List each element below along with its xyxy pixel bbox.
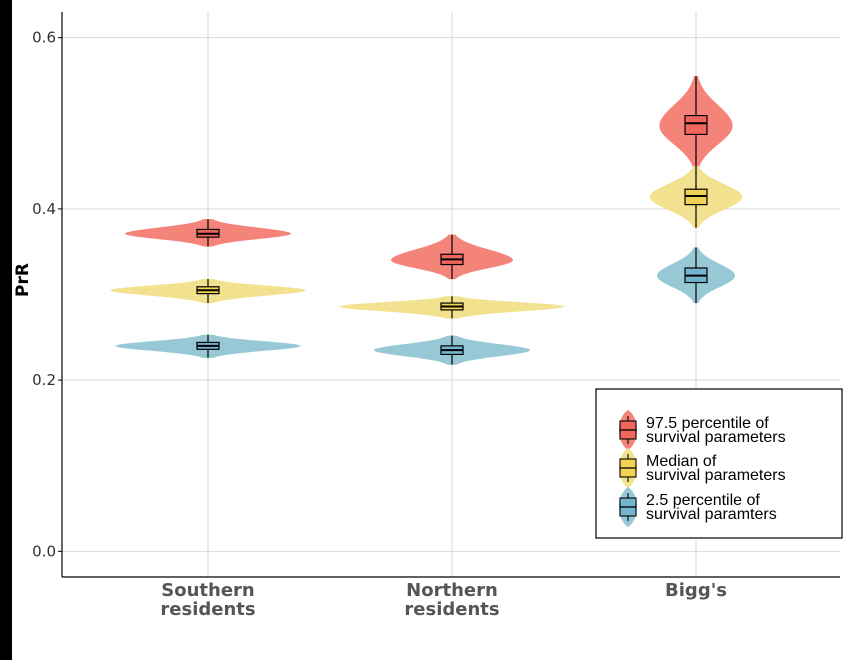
y-tick-label: 0.4 <box>32 200 56 218</box>
x-category-label-line2: residents <box>404 599 499 620</box>
box-iqr <box>684 114 708 136</box>
y-tick-label: 0.2 <box>32 371 56 389</box>
legend-label-line1: Median of <box>646 453 717 470</box>
legend-label-line1: 97.5 percentile of <box>646 415 769 432</box>
legend-label-line2: survival parameters <box>646 467 786 484</box>
legend-label-line2: survival paramters <box>646 506 777 523</box>
axes <box>61 12 840 578</box>
x-category-label-line2: residents <box>160 599 255 620</box>
y-tick-label: 0.6 <box>32 29 56 47</box>
left-edge-bar <box>0 0 12 660</box>
x-category-label: Northern <box>406 580 498 601</box>
y-tick-label: 0.0 <box>32 542 56 560</box>
y-tick-labels: 0.0 0.2 0.4 0.6 <box>32 29 62 560</box>
legend-box <box>595 388 843 539</box>
legend-label-line2: survival parameters <box>646 429 786 446</box>
x-category-label: Southern <box>161 580 254 601</box>
y-axis-title: PrR <box>13 263 33 297</box>
x-category-label: Bigg's <box>665 580 727 601</box>
legend-label-line1: 2.5 percentile of <box>646 492 760 509</box>
violins <box>110 76 743 365</box>
